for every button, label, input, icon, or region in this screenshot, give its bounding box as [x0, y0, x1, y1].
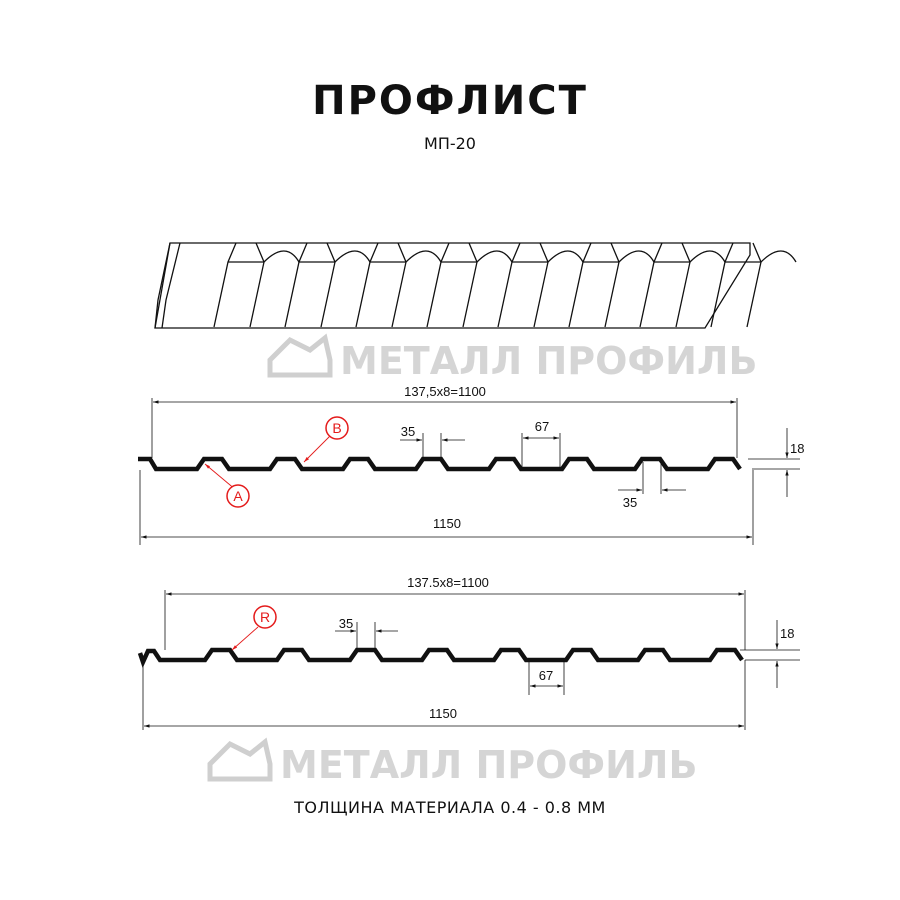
crest-top-label: 35	[401, 424, 415, 439]
sheet-wave	[370, 250, 442, 263]
sheet-3d-view	[154, 242, 797, 329]
profile-a: 137,5x8=1100 1150 35 67 35 18	[138, 384, 804, 545]
working-width-label: 137.5x8=1100	[407, 575, 489, 590]
marker-b: B	[332, 420, 341, 436]
sheet-crest-edge	[426, 242, 478, 328]
sheet-wave	[441, 250, 513, 263]
sheet-crest-edge	[568, 242, 620, 328]
crest-bottom-label: 35	[623, 495, 637, 510]
full-width-label: 1150	[433, 516, 461, 531]
sheet-crest-edge	[213, 242, 265, 328]
sheet-crest-edge	[639, 242, 691, 328]
sheet-crest-edge	[284, 242, 336, 328]
sheet-wave	[725, 250, 797, 263]
material-thickness-note: ТОЛЩИНА МАТЕРИАЛА 0.4 - 0.8 ММ	[294, 798, 606, 817]
sheet-crest-edge	[497, 242, 549, 328]
sheet-crest-edge	[710, 242, 762, 328]
profile-r: 137.5x8=1100 1150 35 67 18 R	[137, 575, 800, 730]
profile-r-shape	[137, 647, 744, 669]
full-width-label: 1150	[429, 706, 457, 721]
valley-label: 67	[539, 668, 553, 683]
page-title: ПРОФЛИСТ	[312, 78, 588, 124]
height-label: 18	[790, 441, 804, 456]
working-width-label: 137,5x8=1100	[404, 384, 486, 399]
watermark-text: МЕТАЛЛ ПРОФИЛЬ	[280, 743, 697, 787]
height-label: 18	[780, 626, 794, 641]
watermark-logo-2: МЕТАЛЛ ПРОФИЛЬ	[207, 737, 697, 787]
page-subtitle: МП-20	[424, 134, 476, 153]
sheet-wave	[228, 250, 300, 263]
sheet-wave	[583, 250, 655, 263]
marker-a: A	[233, 488, 243, 504]
sheet-crest-edge	[355, 242, 407, 328]
crest-top-label: 35	[339, 616, 353, 631]
watermark-text: МЕТАЛЛ ПРОФИЛЬ	[340, 339, 757, 383]
sheet-wave	[512, 250, 584, 263]
valley-label: 67	[535, 419, 549, 434]
sheet-wave	[299, 250, 371, 263]
watermark-logo-1: МЕТАЛЛ ПРОФИЛЬ	[267, 333, 757, 383]
sheet-wave	[654, 250, 726, 263]
profile-a-shape	[138, 456, 742, 472]
sheet-edge	[154, 242, 181, 329]
marker-r: R	[260, 609, 270, 625]
sheet-outline	[154, 242, 751, 329]
